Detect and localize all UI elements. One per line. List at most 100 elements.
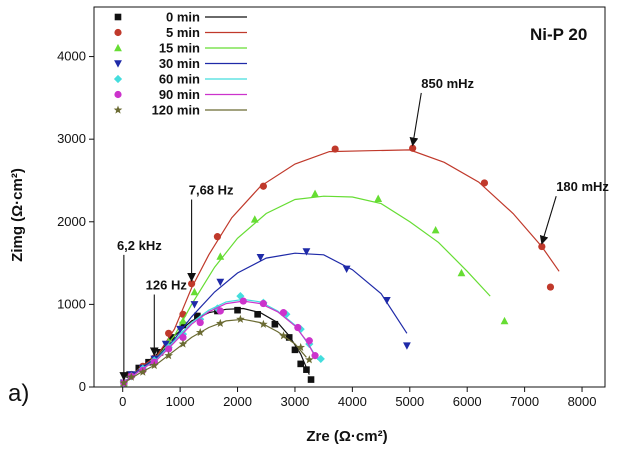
data-point	[382, 296, 391, 305]
legend-marker	[114, 13, 122, 21]
data-point	[150, 361, 159, 370]
data-point	[342, 265, 351, 273]
data-point	[195, 327, 205, 337]
annotation-label: 850 mHz	[421, 76, 474, 91]
data-point	[161, 340, 170, 349]
legend-label: 30 min	[159, 56, 200, 71]
annotation-label: 126 Hz	[146, 278, 188, 293]
x-tick-label: 4000	[338, 394, 367, 409]
data-point	[305, 337, 313, 345]
panel-label: a)	[8, 380, 29, 407]
data-point	[431, 225, 440, 234]
data-point	[271, 320, 279, 328]
legend-label: 5 min	[166, 25, 200, 40]
data-point	[213, 233, 222, 241]
data-point	[409, 144, 417, 152]
data-point	[216, 278, 225, 287]
data-point	[259, 299, 267, 308]
data-point	[331, 145, 339, 153]
data-point	[196, 318, 204, 327]
x-tick-label: 2000	[223, 394, 252, 409]
data-point	[234, 306, 241, 314]
data-point	[216, 318, 225, 328]
data-point	[190, 287, 199, 296]
data-point	[259, 182, 267, 190]
data-point	[164, 351, 173, 360]
data-point	[279, 309, 288, 317]
data-point	[179, 316, 187, 325]
data-point	[168, 334, 175, 341]
x-tick-label: 5000	[395, 394, 424, 409]
legend-marker	[114, 28, 122, 37]
data-point	[297, 360, 304, 368]
data-point	[480, 179, 489, 187]
legend-label: 15 min	[159, 41, 200, 56]
data-point	[259, 319, 268, 328]
data-point	[188, 280, 196, 288]
legend-marker	[113, 74, 123, 84]
data-point	[291, 346, 299, 354]
x-axis-title: Zre (Ω·cm²)	[306, 428, 387, 445]
annotation-arrow	[409, 92, 422, 147]
data-point	[302, 248, 311, 256]
y-tick-label: 3000	[57, 131, 86, 146]
data-point	[546, 283, 555, 291]
x-tick-label: 8000	[568, 394, 597, 409]
legend-marker	[114, 60, 122, 68]
x-tick-label: 0	[119, 394, 126, 409]
x-tick-label: 7000	[510, 394, 539, 409]
legend-marker	[114, 43, 122, 52]
annotation-label: 180 mHz	[556, 179, 609, 194]
series-90-min	[120, 297, 319, 387]
data-point	[279, 331, 288, 340]
data-point	[403, 342, 411, 350]
data-point	[138, 367, 148, 376]
data-point	[179, 333, 187, 342]
data-point	[178, 339, 188, 348]
data-point	[165, 345, 173, 353]
data-point	[254, 311, 261, 318]
data-point	[179, 321, 187, 329]
x-tick-label: 3000	[280, 394, 309, 409]
data-point	[307, 376, 315, 383]
y-tick-label: 1000	[57, 296, 86, 311]
legend-label: 0 min	[166, 10, 200, 25]
data-point	[303, 366, 310, 373]
data-point	[374, 194, 383, 202]
data-point	[239, 297, 247, 305]
data-point	[216, 252, 225, 260]
annotation-arrow	[539, 196, 557, 245]
data-point	[216, 307, 224, 315]
data-point	[305, 355, 314, 364]
data-point	[176, 325, 185, 334]
data-point	[296, 342, 305, 351]
data-point	[127, 372, 136, 381]
y-tick-label: 0	[79, 379, 86, 394]
data-point	[311, 352, 319, 360]
plot-area: 0 1000 2000 3000 4000 5000 6000 7000 8000 0 1000 20…	[57, 6, 609, 409]
data-point	[500, 316, 509, 325]
y-axis-title: Zimg (Ω·cm²)	[9, 168, 26, 262]
x-tick-label: 6000	[453, 394, 482, 409]
data-point	[250, 215, 259, 223]
data-point	[294, 323, 302, 332]
legend-label: 120 min	[152, 103, 200, 118]
data-point	[165, 329, 173, 337]
data-point	[194, 312, 201, 320]
legend-marker	[114, 90, 122, 99]
x-tick-label: 1000	[166, 394, 195, 409]
y-tick-label: 4000	[57, 49, 86, 64]
data-point	[256, 254, 265, 262]
plot-frame	[93, 6, 606, 388]
legend-label: 90 min	[159, 87, 200, 102]
annotation-label: 7,68 Hz	[189, 183, 234, 198]
annotation-label: 6,2 kHz	[117, 238, 162, 253]
series-120-min	[119, 314, 314, 387]
data-point	[135, 364, 143, 372]
data-point	[236, 314, 245, 323]
data-point	[316, 354, 325, 364]
data-point	[311, 189, 319, 197]
data-point	[119, 378, 129, 387]
